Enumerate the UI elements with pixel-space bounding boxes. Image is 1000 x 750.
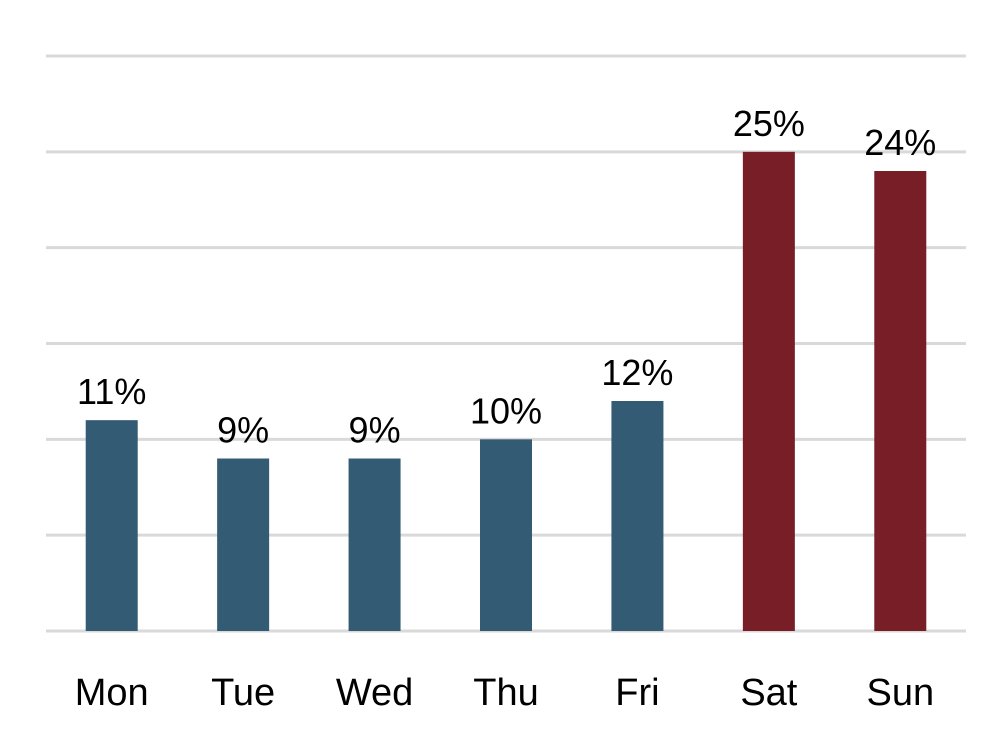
x-tick-label-fri: Fri	[615, 672, 659, 714]
bar-sat	[742, 151, 795, 632]
x-tick-label-sat: Sat	[740, 672, 797, 714]
data-label-mon: 11%	[77, 371, 146, 412]
x-tick-label-thu: Thu	[473, 672, 538, 714]
data-label-sat: 25%	[733, 103, 805, 144]
data-label-fri: 12%	[601, 352, 673, 393]
bar-mon	[85, 420, 138, 631]
x-tick-label-mon: Mon	[75, 672, 149, 714]
data-label-thu: 10%	[470, 390, 542, 431]
bar-tue	[217, 458, 270, 631]
x-tick-label-wed: Wed	[336, 672, 413, 714]
x-tick-label-tue: Tue	[211, 672, 275, 714]
data-label-tue: 9%	[217, 410, 269, 451]
data-label-wed: 9%	[349, 410, 401, 451]
bar-sun	[874, 171, 927, 631]
data-labels: 11% 9% 9% 10% 12% 25% 24%	[77, 103, 936, 451]
bar-thu	[480, 439, 532, 631]
x-axis-ticks: Mon Tue Wed Thu Fri Sat Sun	[75, 672, 934, 714]
bar-fri	[611, 401, 664, 631]
x-tick-label-sun: Sun	[866, 672, 934, 714]
bars	[85, 151, 927, 632]
bar-wed	[348, 458, 401, 631]
data-label-sun: 24%	[864, 122, 936, 163]
